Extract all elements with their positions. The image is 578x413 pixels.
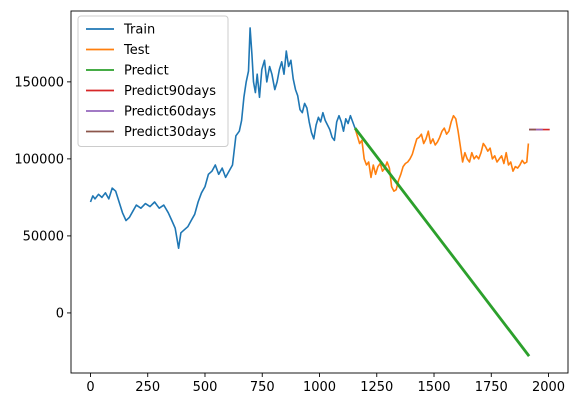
legend-box <box>77 15 229 147</box>
y-tick-label: 150000 <box>14 75 64 90</box>
y-axis: 0 50000 100000 150000 <box>14 75 71 321</box>
series-layer <box>89 27 550 357</box>
legend-label-test: Test <box>123 43 150 58</box>
x-tick-label: 1000 <box>303 380 336 395</box>
series-line-test <box>354 114 530 192</box>
x-tick-label: 500 <box>193 380 218 395</box>
x-tick-label: 250 <box>135 380 160 395</box>
x-tick-label: 750 <box>250 380 275 395</box>
legend-label-train: Train <box>123 23 155 38</box>
legend-label-predict60days: Predict60days <box>124 105 216 120</box>
y-tick-label: 0 <box>56 306 64 321</box>
series-line-predict <box>353 127 531 357</box>
x-tick-label: 0 <box>86 380 94 395</box>
plot-frame <box>70 10 569 374</box>
x-tick-label: 2000 <box>532 380 565 395</box>
x-tick-label: 1250 <box>360 380 393 395</box>
legend-label-predict30days: Predict30days <box>124 125 216 140</box>
y-tick-label: 100000 <box>14 152 64 167</box>
series-line-train <box>89 27 356 249</box>
legend-label-predict: Predict <box>124 64 169 79</box>
x-tick-label: 1500 <box>417 380 450 395</box>
legend-label-predict90days: Predict90days <box>124 84 216 99</box>
y-tick-label: 50000 <box>23 229 64 244</box>
x-tick-label: 1750 <box>475 380 508 395</box>
x-axis: 0 250 500 750 1000 1250 1500 1750 2000 <box>86 373 565 395</box>
legend: Train Test Predict Predict90days Predict60da… <box>77 15 229 147</box>
